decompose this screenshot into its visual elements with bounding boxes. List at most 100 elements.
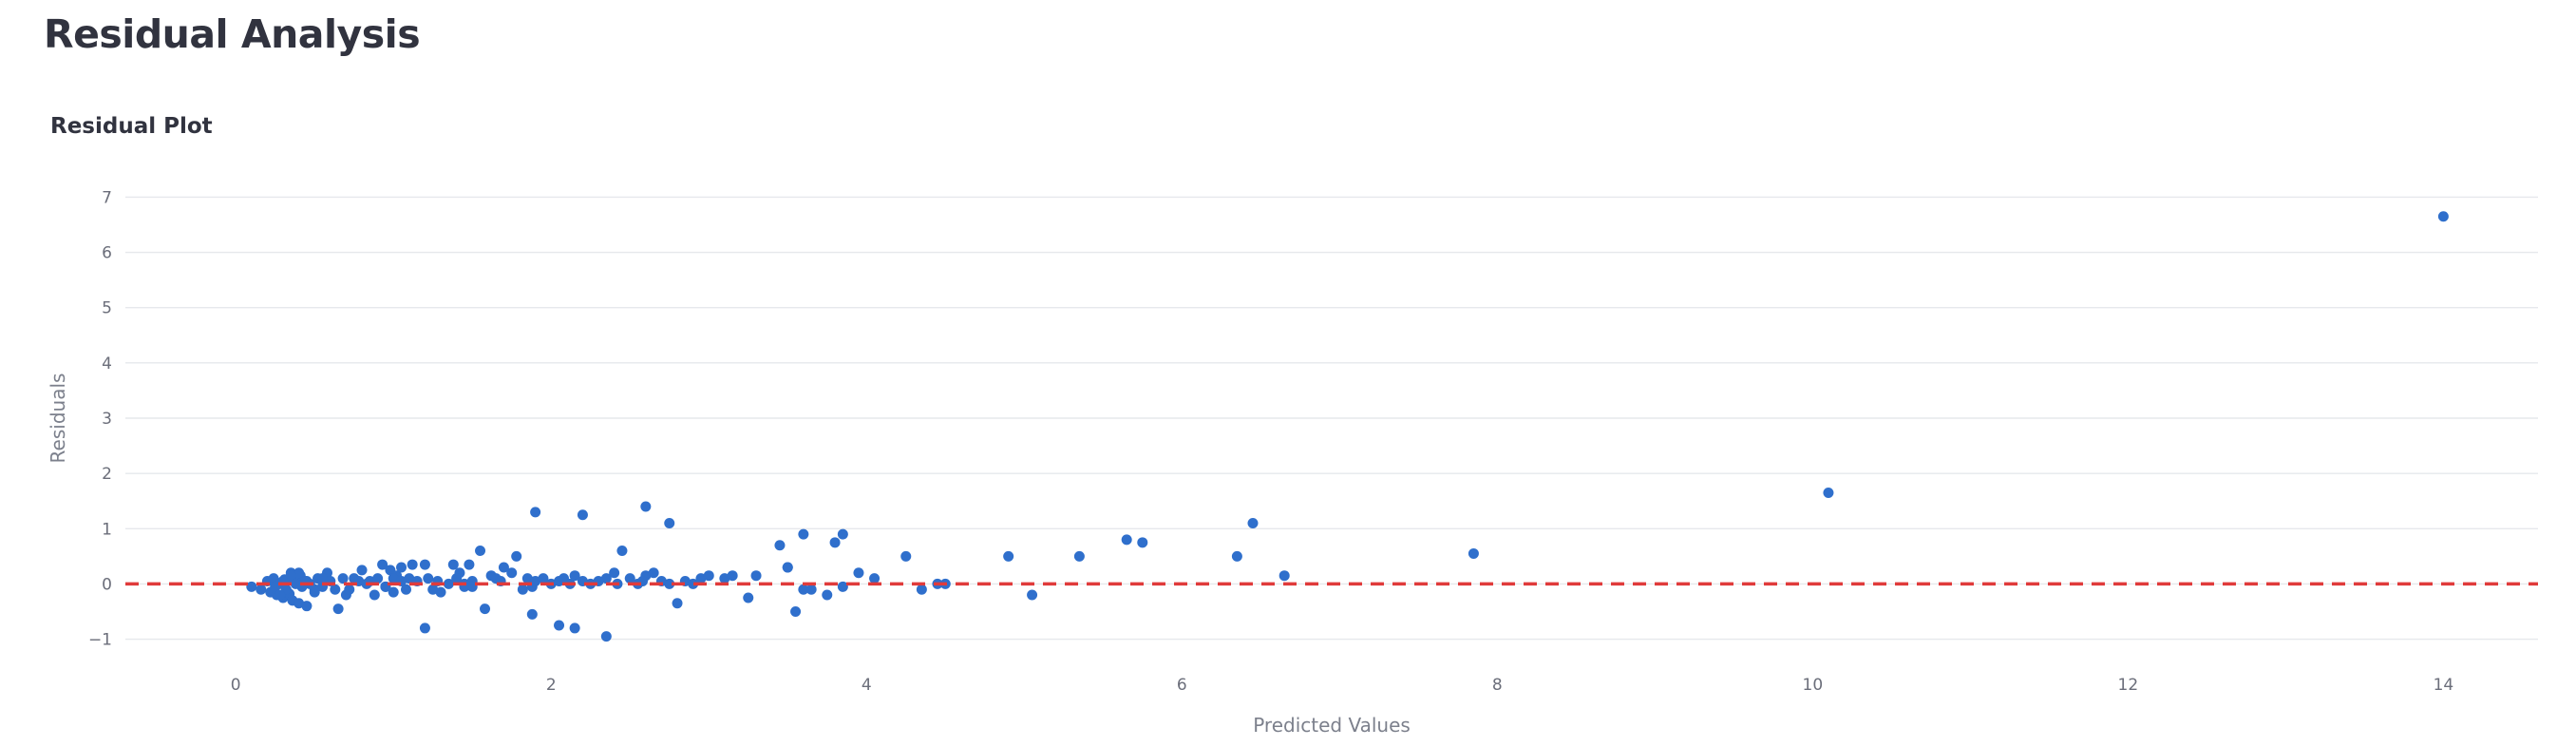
residual-point[interactable] <box>719 573 730 584</box>
residual-point[interactable] <box>388 573 399 584</box>
residual-point[interactable] <box>356 565 368 576</box>
residual-point[interactable] <box>600 631 612 642</box>
residual-point[interactable] <box>538 573 549 584</box>
residual-point[interactable] <box>1468 547 1479 559</box>
residual-point[interactable] <box>703 570 714 582</box>
residual-point[interactable] <box>475 546 486 557</box>
residual-point[interactable] <box>511 550 522 562</box>
residual-point[interactable] <box>837 528 848 540</box>
residual-point[interactable] <box>344 584 355 595</box>
residual-point[interactable] <box>396 562 407 573</box>
y-tick-label: 5 <box>102 299 112 318</box>
residual-point[interactable] <box>1137 537 1148 548</box>
residual-point[interactable] <box>648 567 659 579</box>
residual-point[interactable] <box>301 601 313 612</box>
residual-point[interactable] <box>640 501 652 512</box>
residual-point[interactable] <box>609 567 620 579</box>
residual-point[interactable] <box>782 562 793 573</box>
residual-point[interactable] <box>447 559 459 570</box>
x-tick-label: 10 <box>1803 676 1824 695</box>
x-axis-ticks: 0 2 4 6 8 10 12 14 <box>231 676 2453 695</box>
residual-point[interactable] <box>317 573 329 584</box>
residual-point[interactable] <box>407 559 418 570</box>
residual-point[interactable] <box>419 559 430 570</box>
residual-point[interactable] <box>1823 487 1834 498</box>
residual-point[interactable] <box>743 592 754 603</box>
residual-point[interactable] <box>798 584 809 595</box>
residual-point[interactable] <box>530 576 541 587</box>
residual-point[interactable] <box>688 578 699 589</box>
residual-point[interactable] <box>750 570 762 582</box>
residual-point[interactable] <box>822 589 833 601</box>
residual-point[interactable] <box>372 573 384 584</box>
x-tick-label: 12 <box>2118 676 2139 695</box>
residual-point[interactable] <box>270 581 281 592</box>
residual-point[interactable] <box>616 546 628 557</box>
residual-point[interactable] <box>672 598 683 609</box>
residual-point[interactable] <box>451 573 463 584</box>
residual-point[interactable] <box>246 581 257 592</box>
residual-point[interactable] <box>569 622 580 634</box>
residual-point[interactable] <box>837 581 848 592</box>
residual-point[interactable] <box>790 605 802 617</box>
residual-point[interactable] <box>517 584 528 595</box>
residual-point[interactable] <box>1121 534 1132 546</box>
residual-point[interactable] <box>1073 550 1085 562</box>
residual-point[interactable] <box>498 562 509 573</box>
residual-point[interactable] <box>480 603 491 615</box>
residual-point[interactable] <box>435 586 446 598</box>
residual-point[interactable] <box>401 584 412 595</box>
residual-point[interactable] <box>900 550 912 562</box>
residual-point[interactable] <box>664 578 675 589</box>
residual-point[interactable] <box>330 584 341 595</box>
residual-point[interactable] <box>664 517 675 528</box>
residual-point[interactable] <box>600 573 612 584</box>
residual-point[interactable] <box>309 586 320 598</box>
residual-point[interactable] <box>624 573 635 584</box>
residual-point[interactable] <box>805 584 817 595</box>
residual-point[interactable] <box>1027 589 1038 601</box>
scatter-points[interactable] <box>246 211 2449 642</box>
residual-point[interactable] <box>377 559 388 570</box>
residual-point[interactable] <box>695 573 707 584</box>
residual-point[interactable] <box>1247 517 1259 528</box>
residual-point[interactable] <box>1003 550 1014 562</box>
residual-point[interactable] <box>419 622 430 634</box>
residual-point[interactable] <box>774 540 786 551</box>
page-title: Residual Analysis <box>44 11 421 57</box>
residual-point[interactable] <box>853 567 864 579</box>
residual-point[interactable] <box>427 584 439 595</box>
residual-point[interactable] <box>275 589 286 601</box>
residual-point[interactable] <box>285 570 296 582</box>
residual-point[interactable] <box>506 567 518 579</box>
residual-point[interactable] <box>530 507 541 518</box>
residual-point[interactable] <box>369 589 380 601</box>
residual-point[interactable] <box>2437 211 2449 222</box>
residual-point[interactable] <box>443 578 454 589</box>
residual-point[interactable] <box>577 509 588 521</box>
residual-point[interactable] <box>916 584 927 595</box>
residual-point[interactable] <box>1231 550 1242 562</box>
residual-point[interactable] <box>869 573 881 584</box>
residual-point[interactable] <box>332 603 344 615</box>
residual-point[interactable] <box>337 573 349 584</box>
residual-point[interactable] <box>569 570 580 582</box>
residual-point[interactable] <box>404 573 415 584</box>
residual-point[interactable] <box>256 584 267 595</box>
residual-point[interactable] <box>464 559 475 570</box>
residual-point[interactable] <box>466 581 478 592</box>
residual-point[interactable] <box>388 586 399 598</box>
residual-point[interactable] <box>294 598 305 609</box>
residual-point[interactable] <box>727 570 738 582</box>
residual-point[interactable] <box>829 537 841 548</box>
residual-point[interactable] <box>423 573 434 584</box>
residual-point[interactable] <box>521 573 533 584</box>
residual-point[interactable] <box>526 608 538 620</box>
residual-point[interactable] <box>554 620 565 631</box>
residual-point[interactable] <box>294 567 305 579</box>
residual-point[interactable] <box>1279 570 1290 582</box>
residual-point[interactable] <box>290 578 301 589</box>
residual-point[interactable] <box>798 528 809 540</box>
y-tick-label: 3 <box>102 410 112 429</box>
